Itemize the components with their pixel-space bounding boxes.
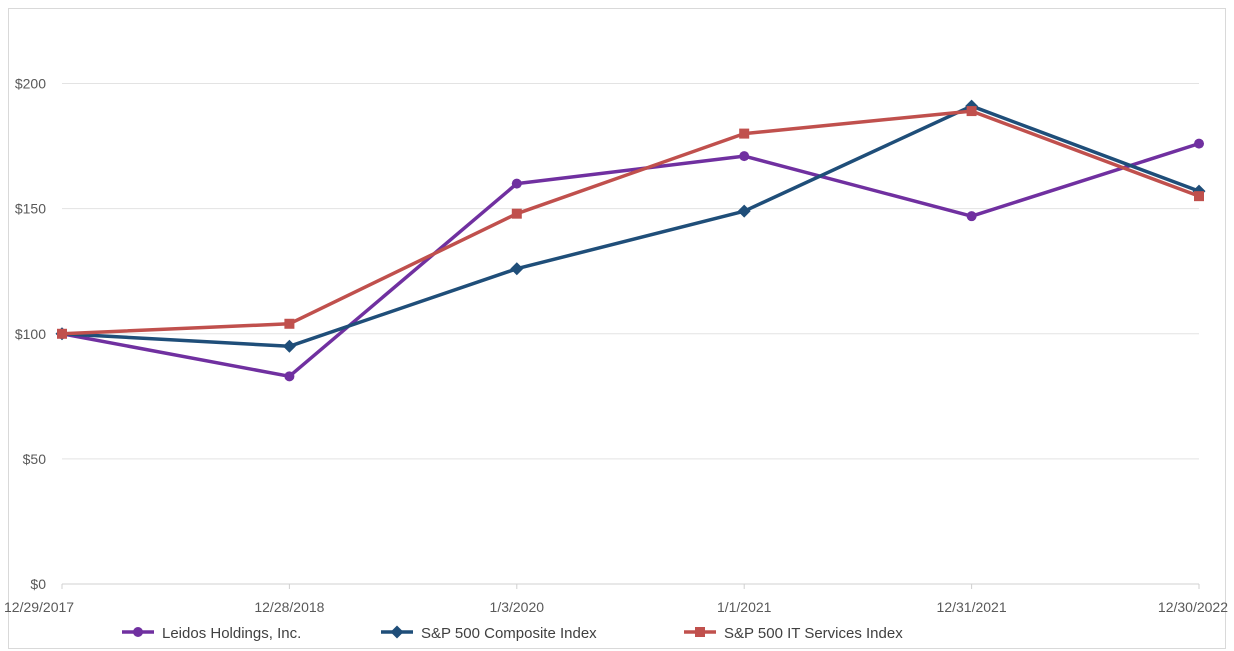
data-point xyxy=(966,211,977,222)
legend-marker xyxy=(133,627,143,637)
legend-label: S&P 500 Composite Index xyxy=(421,625,597,642)
y-tick-label: $0 xyxy=(30,576,46,592)
x-tick-label: 1/3/2020 xyxy=(490,599,545,615)
legend-item: S&P 500 IT Services Index xyxy=(684,625,903,642)
legend-label: Leidos Holdings, Inc. xyxy=(162,625,301,642)
legend: Leidos Holdings, Inc. S&P 500 Composite I… xyxy=(122,625,903,642)
legend-item: Leidos Holdings, Inc. xyxy=(122,625,301,642)
series-square xyxy=(57,106,1204,339)
data-point xyxy=(739,128,750,139)
data-point xyxy=(282,339,296,353)
legend-marker xyxy=(695,627,705,637)
y-tick-label: $200 xyxy=(15,76,46,92)
x-tick-label: 12/29/2017 xyxy=(4,599,74,615)
data-point xyxy=(57,328,67,339)
data-point xyxy=(284,318,295,329)
series-line xyxy=(60,141,1201,379)
x-tick-label: 12/28/2018 xyxy=(254,599,324,615)
data-point xyxy=(739,151,750,162)
x-tick-label: 12/30/2022 xyxy=(1158,599,1228,615)
legend-marker xyxy=(390,625,404,639)
y-tick-label: $150 xyxy=(15,201,46,217)
y-axis-ticks: $0 $50 $100 $150 $200 xyxy=(15,76,46,592)
data-point xyxy=(511,178,522,189)
legend-label: S&P 500 IT Services Index xyxy=(724,625,903,642)
series-line xyxy=(60,109,1201,336)
x-tick-label: 1/1/2021 xyxy=(717,599,772,615)
series xyxy=(55,99,1206,382)
data-point xyxy=(284,371,295,382)
data-point xyxy=(737,204,751,218)
x-axis-ticks: 12/29/2017 12/28/2018 1/3/2020 1/1/2021 12/3… xyxy=(4,599,1228,615)
x-tick-label: 12/31/2021 xyxy=(937,599,1007,615)
series-line xyxy=(60,104,1201,349)
legend-item: S&P 500 Composite Index xyxy=(381,625,597,642)
x-axis xyxy=(61,583,1200,589)
y-tick-label: $100 xyxy=(15,326,46,342)
gridlines xyxy=(62,83,1199,460)
data-point xyxy=(1194,138,1204,149)
data-point xyxy=(1194,191,1204,202)
data-point xyxy=(510,262,524,276)
data-point xyxy=(511,208,522,219)
data-point xyxy=(966,106,977,117)
series-diamond xyxy=(55,99,1206,353)
y-tick-label: $50 xyxy=(23,451,47,467)
